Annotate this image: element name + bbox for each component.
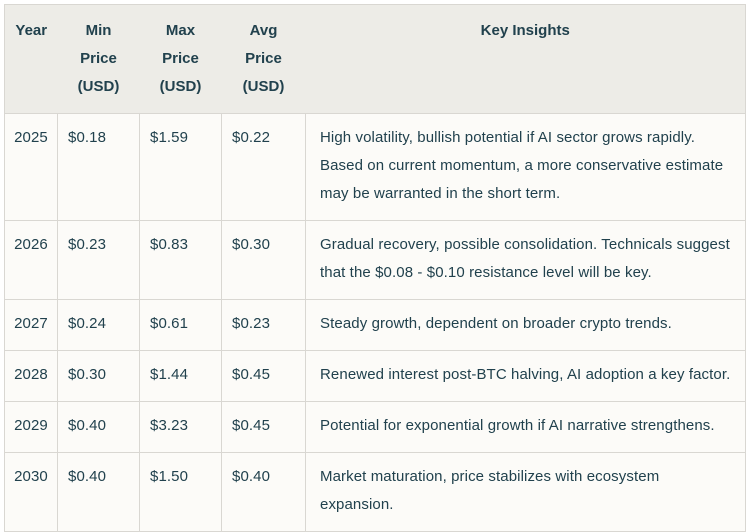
table-row: 2030 $0.40 $1.50 $0.40 Market maturation… bbox=[4, 452, 746, 532]
avg-price-cell: $0.23 bbox=[221, 299, 306, 351]
year-cell: 2025 bbox=[4, 113, 58, 221]
key-insights-cell: Gradual recovery, possible consolidation… bbox=[305, 220, 746, 300]
column-header-min-price: Min Price (USD) bbox=[57, 4, 140, 114]
avg-price-cell: $0.22 bbox=[221, 113, 306, 221]
min-price-cell: $0.18 bbox=[57, 113, 140, 221]
max-price-cell: $3.23 bbox=[139, 401, 222, 453]
key-insights-cell: Renewed interest post-BTC halving, AI ad… bbox=[305, 350, 746, 402]
column-header-year: Year bbox=[4, 4, 58, 114]
max-price-cell: $1.44 bbox=[139, 350, 222, 402]
avg-price-cell: $0.40 bbox=[221, 452, 306, 532]
column-header-key-insights: Key Insights bbox=[305, 4, 746, 114]
year-cell: 2026 bbox=[4, 220, 58, 300]
max-price-cell: $0.83 bbox=[139, 220, 222, 300]
table-row: 2026 $0.23 $0.83 $0.30 Gradual recovery,… bbox=[4, 220, 746, 300]
table-row: 2029 $0.40 $3.23 $0.45 Potential for exp… bbox=[4, 401, 746, 453]
min-price-cell: $0.24 bbox=[57, 299, 140, 351]
min-price-cell: $0.40 bbox=[57, 401, 140, 453]
avg-price-cell: $0.30 bbox=[221, 220, 306, 300]
header-row: Year Min Price (USD) Max Price (USD) Avg… bbox=[4, 4, 746, 114]
column-header-avg-price: Avg Price (USD) bbox=[221, 4, 306, 114]
price-prediction-table: Year Min Price (USD) Max Price (USD) Avg… bbox=[4, 4, 746, 532]
key-insights-cell: Market maturation, price stabilizes with… bbox=[305, 452, 746, 532]
key-insights-cell: High volatility, bullish potential if AI… bbox=[305, 113, 746, 221]
min-price-cell: $0.30 bbox=[57, 350, 140, 402]
key-insights-cell: Potential for exponential growth if AI n… bbox=[305, 401, 746, 453]
max-price-cell: $1.50 bbox=[139, 452, 222, 532]
year-cell: 2030 bbox=[4, 452, 58, 532]
table-body: 2025 $0.18 $1.59 $0.22 High volatility, … bbox=[4, 113, 746, 532]
table-header: Year Min Price (USD) Max Price (USD) Avg… bbox=[4, 4, 746, 114]
min-price-cell: $0.23 bbox=[57, 220, 140, 300]
year-cell: 2029 bbox=[4, 401, 58, 453]
key-insights-cell: Steady growth, dependent on broader cryp… bbox=[305, 299, 746, 351]
max-price-cell: $1.59 bbox=[139, 113, 222, 221]
column-header-max-price: Max Price (USD) bbox=[139, 4, 222, 114]
table-row: 2028 $0.30 $1.44 $0.45 Renewed interest … bbox=[4, 350, 746, 402]
avg-price-cell: $0.45 bbox=[221, 401, 306, 453]
avg-price-cell: $0.45 bbox=[221, 350, 306, 402]
min-price-cell: $0.40 bbox=[57, 452, 140, 532]
year-cell: 2027 bbox=[4, 299, 58, 351]
table-row: 2027 $0.24 $0.61 $0.23 Steady growth, de… bbox=[4, 299, 746, 351]
table-row: 2025 $0.18 $1.59 $0.22 High volatility, … bbox=[4, 113, 746, 221]
year-cell: 2028 bbox=[4, 350, 58, 402]
max-price-cell: $0.61 bbox=[139, 299, 222, 351]
